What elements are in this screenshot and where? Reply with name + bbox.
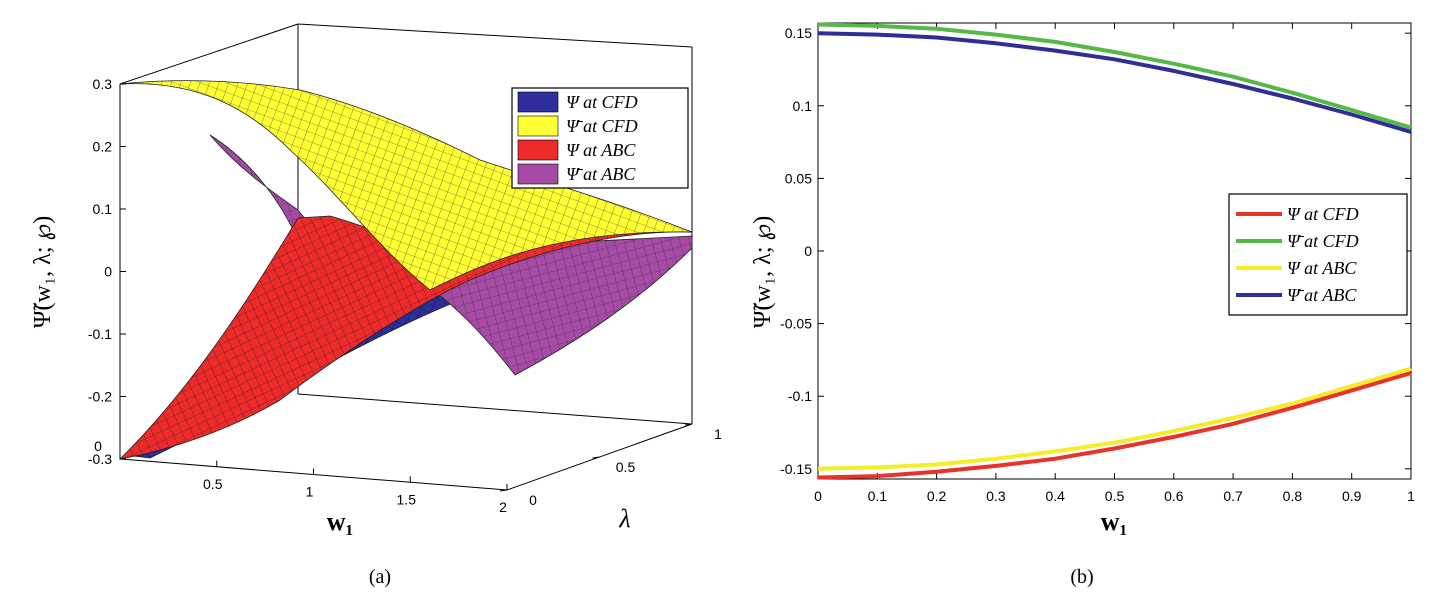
panel-a-legend-label: Ψ at ABC xyxy=(566,140,636,160)
panel-a-surfaces xyxy=(118,80,693,460)
panel-b-x-tick-label: 0 xyxy=(814,488,822,504)
panel-b-legend-label: Ψ̄ at ABC xyxy=(1287,285,1357,305)
panel-a-x-label: w₁ xyxy=(327,507,354,536)
panel-a-y-tick-label: -0.1 xyxy=(88,326,112,342)
panel-a-legend-swatch xyxy=(517,163,559,185)
panel-b-x-tick-label: 0.9 xyxy=(1342,488,1362,504)
panel-b-x-tick-label: 0.6 xyxy=(1164,488,1184,504)
panel-a-legend-label: Ψ̄ at CFD xyxy=(566,116,638,136)
surface-psibar-cfd xyxy=(119,80,693,291)
panel-b-x-tick-label: 0.7 xyxy=(1223,488,1243,504)
panel-a-y-tick-label: 0.2 xyxy=(93,139,113,155)
panel-a-legend-swatch xyxy=(517,115,559,137)
panel-b-x-label: w₁ xyxy=(1101,507,1128,536)
panel-a-depth-tick-label: 0.5 xyxy=(616,459,636,475)
panel-b-x-tick-label: 0.3 xyxy=(986,488,1006,504)
panel-b-legend-label: Ψ̄ at CFD xyxy=(1287,231,1359,251)
panel-b-y-tick-label: 0.1 xyxy=(793,98,813,114)
panel-b-x-tick-label: 0.4 xyxy=(1045,488,1065,504)
panel-a-depth-tick-label: 1 xyxy=(714,426,722,442)
panel-a-depth-tick-label: 0 xyxy=(529,492,537,508)
panel-b-y-tick-label: 0.05 xyxy=(785,170,812,186)
panel-a-surface-plot: 0.30.20.10-0.1-0.2-0.3 00.5 1 1.5 2 00.51 Ψ… xyxy=(30,23,722,588)
panel-a-y-ticks: 0.3 0.2 0.1 0 -0.1 -0.2 -0.3 xyxy=(88,76,126,467)
panel-b-x-tick-label: 0.2 xyxy=(927,488,947,504)
panel-a-x-tick-label: 1.5 xyxy=(397,491,417,507)
panel-a-depth-tick-mark xyxy=(684,423,693,426)
panel-a-x-tick-label: 0.5 xyxy=(203,476,223,492)
panel-a-y-tick-label: 0 xyxy=(104,264,112,280)
panel-b-y-tick-label: -0.1 xyxy=(788,388,812,404)
panel-a-y-label: Ψ̃(w₁, λ; ℘) xyxy=(30,216,56,328)
panel-a-legend-label: Ψ̄ at ABC xyxy=(566,164,636,184)
panel-a-legend: Ψ at CFD Ψ̄ at CFD Ψ at ABC Ψ̄ at ABC xyxy=(511,87,689,189)
panel-b-series-lines xyxy=(817,22,1412,480)
panel-b-y-tick-label: -0.05 xyxy=(780,316,812,332)
panel-b-line-plot: 0.15 0.1 0.05 0 -0.05 -0.1 -0.15 0 0.1 0.2 0.3 0.4… xyxy=(750,22,1415,588)
panel-a-legend-swatch xyxy=(517,91,559,113)
panel-b-y-tick-label: 0 xyxy=(804,243,812,259)
panel-b-legend: Ψ at CFD Ψ̄ at CFD Ψ at ABC Ψ̄ at ABC xyxy=(1228,193,1408,316)
panel-b-series-line xyxy=(817,31,1412,134)
panel-b-series-line xyxy=(817,22,1412,130)
panel-b-y-tick-label: -0.15 xyxy=(780,461,812,477)
panel-a-x-tick-label: 1 xyxy=(306,484,314,500)
panel-b-x-ticks: 0 0.1 0.2 0.3 0.4 0.5 0.6 0.7 0.8 0.9 1 xyxy=(814,23,1415,504)
panel-a-y-tick-label: -0.3 xyxy=(88,451,112,467)
panel-a-depth-tick-mark xyxy=(499,489,508,492)
panel-b-y-label: Ψ̃(w₁, λ; ℘) xyxy=(750,216,776,328)
panel-b-x-tick-label: 0.8 xyxy=(1283,488,1303,504)
panel-b-x-tick-label: 0.5 xyxy=(1105,488,1125,504)
panel-a-x-tick-label: 2 xyxy=(499,499,507,515)
panel-a-x-ticks: 0 0.5 1 1.5 2 xyxy=(94,438,508,515)
panel-b-y-tick-label: 0.15 xyxy=(785,25,812,41)
panel-b-legend-label: Ψ at CFD xyxy=(1287,204,1359,224)
panel-a-depth-ticks: 00.51 xyxy=(499,423,722,508)
panel-b-y-ticks: 0.15 0.1 0.05 0 -0.05 -0.1 -0.15 xyxy=(780,25,1411,477)
panel-a-depth-label: λ xyxy=(618,504,630,533)
panel-a-y-tick-label: 0.3 xyxy=(93,76,113,92)
panel-a-y-tick-label: -0.2 xyxy=(88,389,112,405)
panel-a-depth-tick-mark xyxy=(592,456,600,459)
panel-b-series-line xyxy=(817,371,1412,480)
panel-a-x-tick-label: 0 xyxy=(94,438,102,454)
panel-a-legend-label: Ψ at CFD xyxy=(566,92,638,112)
panel-a-legend-swatch xyxy=(517,139,559,161)
panel-b-series-line xyxy=(817,366,1412,471)
panel-b-x-tick-label: 0.1 xyxy=(868,488,888,504)
panel-b-x-tick-label: 1 xyxy=(1407,488,1415,504)
panel-a-y-tick-label: 0.1 xyxy=(93,201,113,217)
panel-b-legend-label: Ψ at ABC xyxy=(1287,258,1357,278)
caption-a: (a) xyxy=(369,566,391,588)
caption-b: (b) xyxy=(1070,566,1093,588)
